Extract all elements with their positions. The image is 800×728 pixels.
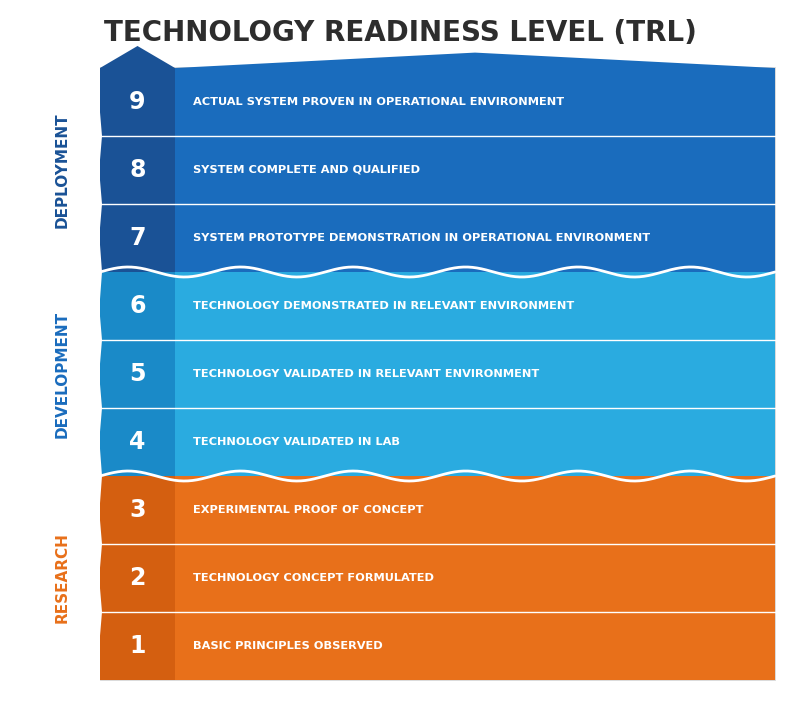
Text: TECHNOLOGY CONCEPT FORMULATED: TECHNOLOGY CONCEPT FORMULATED <box>193 573 434 583</box>
Text: 2: 2 <box>130 566 146 590</box>
Text: SYSTEM COMPLETE AND QUALIFIED: SYSTEM COMPLETE AND QUALIFIED <box>193 165 420 175</box>
Polygon shape <box>175 544 775 612</box>
Polygon shape <box>175 408 775 476</box>
Text: DEVELOPMENT: DEVELOPMENT <box>54 310 70 438</box>
Polygon shape <box>175 340 775 408</box>
Polygon shape <box>175 52 775 68</box>
Polygon shape <box>175 204 775 272</box>
Text: TECHNOLOGY DEMONSTRATED IN RELEVANT ENVIRONMENT: TECHNOLOGY DEMONSTRATED IN RELEVANT ENVI… <box>193 301 574 311</box>
Text: RESEARCH: RESEARCH <box>54 533 70 623</box>
Polygon shape <box>100 612 175 680</box>
Text: 3: 3 <box>130 498 146 522</box>
Polygon shape <box>175 476 775 544</box>
Polygon shape <box>100 476 175 544</box>
Text: 8: 8 <box>130 158 146 182</box>
Text: ACTUAL SYSTEM PROVEN IN OPERATIONAL ENVIRONMENT: ACTUAL SYSTEM PROVEN IN OPERATIONAL ENVI… <box>193 97 564 107</box>
Polygon shape <box>100 46 175 68</box>
Polygon shape <box>100 136 175 204</box>
Text: SYSTEM PROTOTYPE DEMONSTRATION IN OPERATIONAL ENVIRONMENT: SYSTEM PROTOTYPE DEMONSTRATION IN OPERAT… <box>193 233 650 243</box>
Text: BASIC PRINCIPLES OBSERVED: BASIC PRINCIPLES OBSERVED <box>193 641 382 651</box>
Polygon shape <box>88 448 102 503</box>
Text: TECHNOLOGY VALIDATED IN LAB: TECHNOLOGY VALIDATED IN LAB <box>193 437 400 447</box>
Text: 6: 6 <box>130 294 146 318</box>
Text: EXPERIMENTAL PROOF OF CONCEPT: EXPERIMENTAL PROOF OF CONCEPT <box>193 505 423 515</box>
Polygon shape <box>90 384 102 432</box>
Text: DEPLOYMENT: DEPLOYMENT <box>54 112 70 228</box>
Text: 1: 1 <box>130 634 146 658</box>
Text: TECHNOLOGY VALIDATED IN RELEVANT ENVIRONMENT: TECHNOLOGY VALIDATED IN RELEVANT ENVIRON… <box>193 369 539 379</box>
Text: 7: 7 <box>130 226 146 250</box>
Polygon shape <box>100 544 175 612</box>
Polygon shape <box>88 245 102 299</box>
Polygon shape <box>90 521 102 568</box>
Polygon shape <box>175 136 775 204</box>
Polygon shape <box>100 340 175 408</box>
Polygon shape <box>100 68 175 136</box>
Polygon shape <box>175 68 775 136</box>
Polygon shape <box>90 181 102 228</box>
Polygon shape <box>175 272 775 340</box>
Text: 4: 4 <box>130 430 146 454</box>
Polygon shape <box>100 204 175 272</box>
Polygon shape <box>90 112 102 160</box>
Polygon shape <box>90 316 102 364</box>
Text: TECHNOLOGY READINESS LEVEL (TRL): TECHNOLOGY READINESS LEVEL (TRL) <box>103 19 697 47</box>
Text: 9: 9 <box>130 90 146 114</box>
Polygon shape <box>100 408 175 476</box>
Polygon shape <box>100 272 175 340</box>
Text: 5: 5 <box>130 362 146 386</box>
Polygon shape <box>90 588 102 636</box>
Polygon shape <box>175 612 775 680</box>
